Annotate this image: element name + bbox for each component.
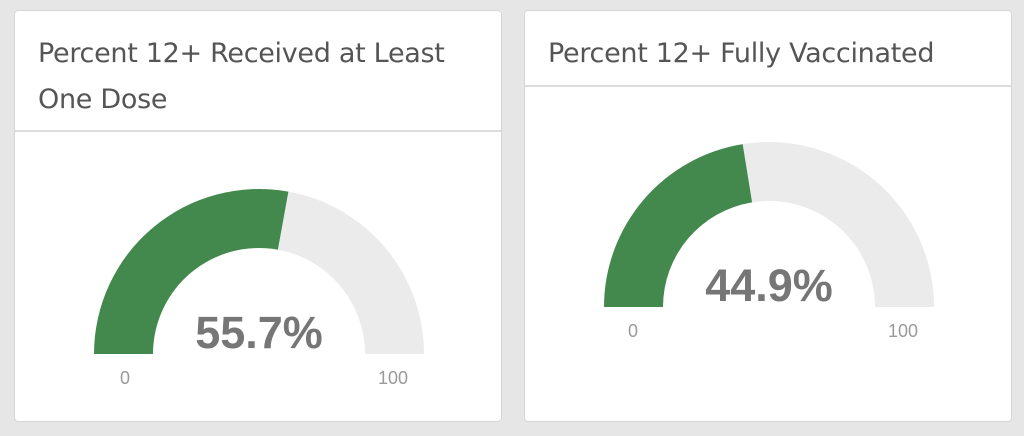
gauge-value-arc <box>604 144 753 307</box>
gauge-value-label: 44.9% <box>705 260 833 311</box>
gauge-chart: 44.9% 0 100 <box>604 142 934 341</box>
gauge-min-label: 0 <box>120 368 130 388</box>
gauge-value-arc <box>94 189 289 354</box>
gauge-value-label: 55.7% <box>195 307 323 358</box>
gauge-min-label: 0 <box>628 321 638 341</box>
gauge-card-fully-vaccinated: Percent 12+ Fully Vaccinated 44.9% 0 100 <box>524 10 1012 422</box>
gauge-chart: 55.7% 0 100 <box>94 189 424 388</box>
gauge-max-label: 100 <box>378 368 408 388</box>
card-title: Percent 12+ Fully Vaccinated <box>548 38 935 69</box>
gauge-track <box>742 142 934 307</box>
card-title: Percent 12+ Received at Least One Dose <box>38 38 445 115</box>
gauge-track <box>277 191 424 354</box>
gauge-max-label: 100 <box>888 321 918 341</box>
gauge-card-one-dose: Percent 12+ Received at Least One Dose 5… <box>14 10 502 422</box>
card-header: Percent 12+ Fully Vaccinated <box>525 11 1011 87</box>
card-header: Percent 12+ Received at Least One Dose <box>15 11 501 132</box>
